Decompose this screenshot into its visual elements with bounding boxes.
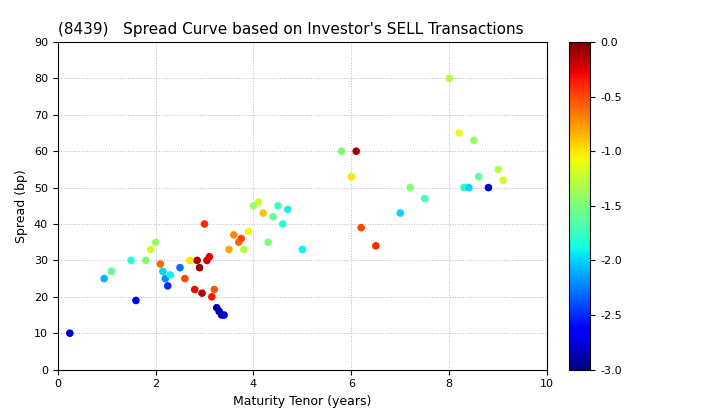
- Point: [228, 231, 240, 238]
- Point: [211, 304, 222, 311]
- Point: [243, 228, 254, 235]
- Point: [206, 294, 217, 300]
- Point: [482, 184, 494, 191]
- Point: [253, 199, 264, 205]
- Point: [458, 184, 469, 191]
- Y-axis label: Spread (bp): Spread (bp): [15, 169, 28, 243]
- Text: (8439)   Spread Curve based on Investor's SELL Transactions: (8439) Spread Curve based on Investor's …: [58, 22, 523, 37]
- Point: [473, 173, 485, 180]
- Point: [184, 257, 196, 264]
- Point: [238, 246, 249, 253]
- Point: [498, 177, 509, 184]
- Point: [346, 173, 357, 180]
- Point: [262, 239, 274, 246]
- Point: [468, 137, 480, 144]
- Point: [194, 264, 205, 271]
- Point: [157, 268, 168, 275]
- Point: [258, 210, 269, 216]
- Point: [454, 130, 465, 136]
- Point: [277, 220, 289, 227]
- Point: [405, 184, 416, 191]
- Point: [223, 246, 235, 253]
- Point: [233, 239, 245, 246]
- Point: [64, 330, 76, 336]
- Point: [192, 257, 203, 264]
- Point: [297, 246, 308, 253]
- Point: [164, 272, 176, 278]
- Point: [267, 213, 279, 220]
- Point: [216, 312, 228, 318]
- Point: [160, 275, 171, 282]
- X-axis label: Maturity Tenor (years): Maturity Tenor (years): [233, 395, 372, 408]
- Point: [106, 268, 117, 275]
- Point: [370, 242, 382, 249]
- Point: [99, 275, 110, 282]
- Point: [201, 257, 212, 264]
- Point: [351, 148, 362, 155]
- Point: [356, 224, 367, 231]
- Point: [125, 257, 137, 264]
- Point: [235, 235, 247, 242]
- Point: [213, 308, 225, 315]
- Point: [197, 290, 208, 297]
- Point: [419, 195, 431, 202]
- Point: [209, 286, 220, 293]
- Point: [282, 206, 294, 213]
- Point: [204, 253, 215, 260]
- Point: [492, 166, 504, 173]
- Point: [272, 202, 284, 209]
- Point: [140, 257, 151, 264]
- Point: [150, 239, 161, 246]
- Point: [463, 184, 474, 191]
- Point: [130, 297, 142, 304]
- Point: [444, 75, 455, 82]
- Point: [174, 264, 186, 271]
- Point: [248, 202, 259, 209]
- Point: [179, 275, 191, 282]
- Point: [395, 210, 406, 216]
- Point: [155, 261, 166, 268]
- Point: [189, 286, 200, 293]
- Point: [162, 283, 174, 289]
- Point: [199, 220, 210, 227]
- Point: [145, 246, 156, 253]
- Point: [218, 312, 230, 318]
- Point: [336, 148, 347, 155]
